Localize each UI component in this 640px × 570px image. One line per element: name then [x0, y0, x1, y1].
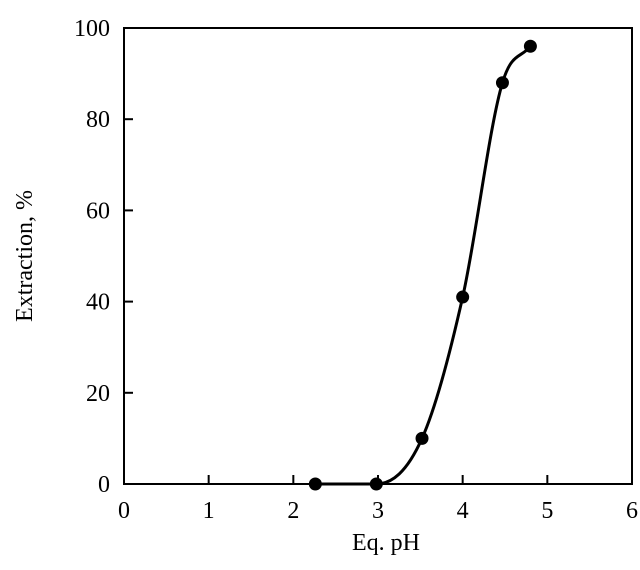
plot-frame: [123, 27, 633, 485]
y-tick-label: 100: [74, 16, 110, 42]
data-point: [308, 477, 322, 491]
y-tick-label: 40: [86, 290, 110, 316]
y-tick-label: 80: [86, 107, 110, 133]
plot-frame-group: [123, 27, 633, 485]
axis-ticks: [123, 27, 633, 485]
series-line: [315, 45, 532, 486]
x-axis-title: Eq. pH: [352, 530, 420, 556]
data-point: [456, 290, 470, 304]
series-curve-group: [315, 45, 532, 486]
x-tick-label: 3: [372, 498, 384, 524]
x-tick-label: 2: [287, 498, 299, 524]
y-tick-label: 60: [86, 198, 110, 224]
x-tick-label: 0: [118, 498, 130, 524]
data-point: [415, 431, 429, 445]
x-tick-label: 6: [626, 498, 638, 524]
x-tick-label: 5: [541, 498, 553, 524]
y-tick-label: 0: [98, 472, 110, 498]
data-point: [495, 76, 509, 90]
series-points: [308, 39, 537, 491]
x-tick-label: 1: [203, 498, 215, 524]
data-point: [523, 39, 537, 53]
data-point: [369, 477, 383, 491]
x-tick-label: 4: [457, 498, 469, 524]
y-tick-label: 20: [86, 381, 110, 407]
y-axis-title: Extraction, %: [12, 190, 38, 322]
